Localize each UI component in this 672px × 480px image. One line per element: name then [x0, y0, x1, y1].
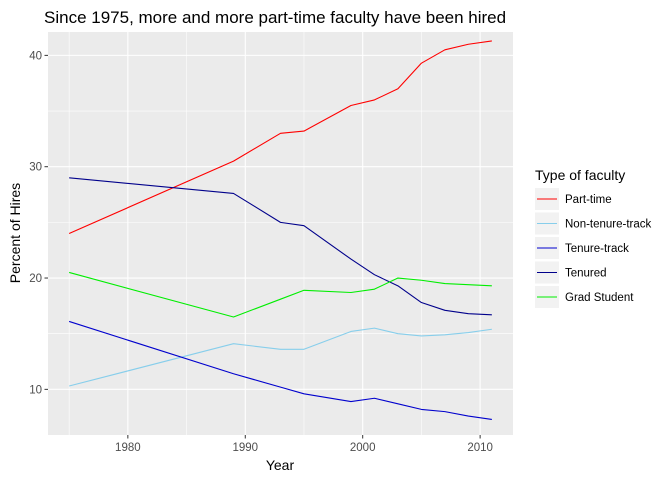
legend-label: Grad Student	[565, 292, 634, 304]
series-line-part-time	[68, 40, 492, 235]
series-lines	[68, 40, 492, 420]
x-tick-label: 2000	[350, 442, 376, 454]
y-axis-ticks: 10 20 30 40	[29, 50, 48, 396]
legend-label: Non-tenure-track	[565, 219, 652, 231]
legend-label: Tenured	[565, 268, 607, 280]
legend: Type of faculty Part-time Non-tenure-trac…	[535, 167, 652, 308]
x-tick-label: 1980	[115, 442, 141, 454]
x-tick-label: 2010	[467, 442, 493, 454]
x-axis-title: Year	[266, 457, 295, 473]
y-tick-label: 30	[29, 162, 42, 174]
y-tick-label: 20	[29, 273, 42, 285]
y-axis-title: Percent of Hires	[7, 183, 23, 283]
y-tick-label: 10	[29, 384, 42, 396]
y-tick-label: 40	[29, 50, 42, 62]
x-axis-ticks: 1980 1990 2000 2010	[115, 435, 493, 454]
chart-title: Since 1975, more and more part-time facu…	[44, 8, 506, 27]
legend-label: Part-time	[565, 194, 612, 206]
legend-label: Tenure-track	[565, 243, 629, 255]
plot-panel	[48, 32, 513, 435]
series-line-tenure-track	[68, 320, 492, 420]
series-line-tenured	[69, 177, 492, 316]
legend-title: Type of faculty	[535, 167, 625, 183]
x-tick-label: 1990	[232, 442, 258, 454]
series-line-grad-student	[68, 271, 492, 318]
series-line-non-tenure-track	[69, 327, 492, 387]
